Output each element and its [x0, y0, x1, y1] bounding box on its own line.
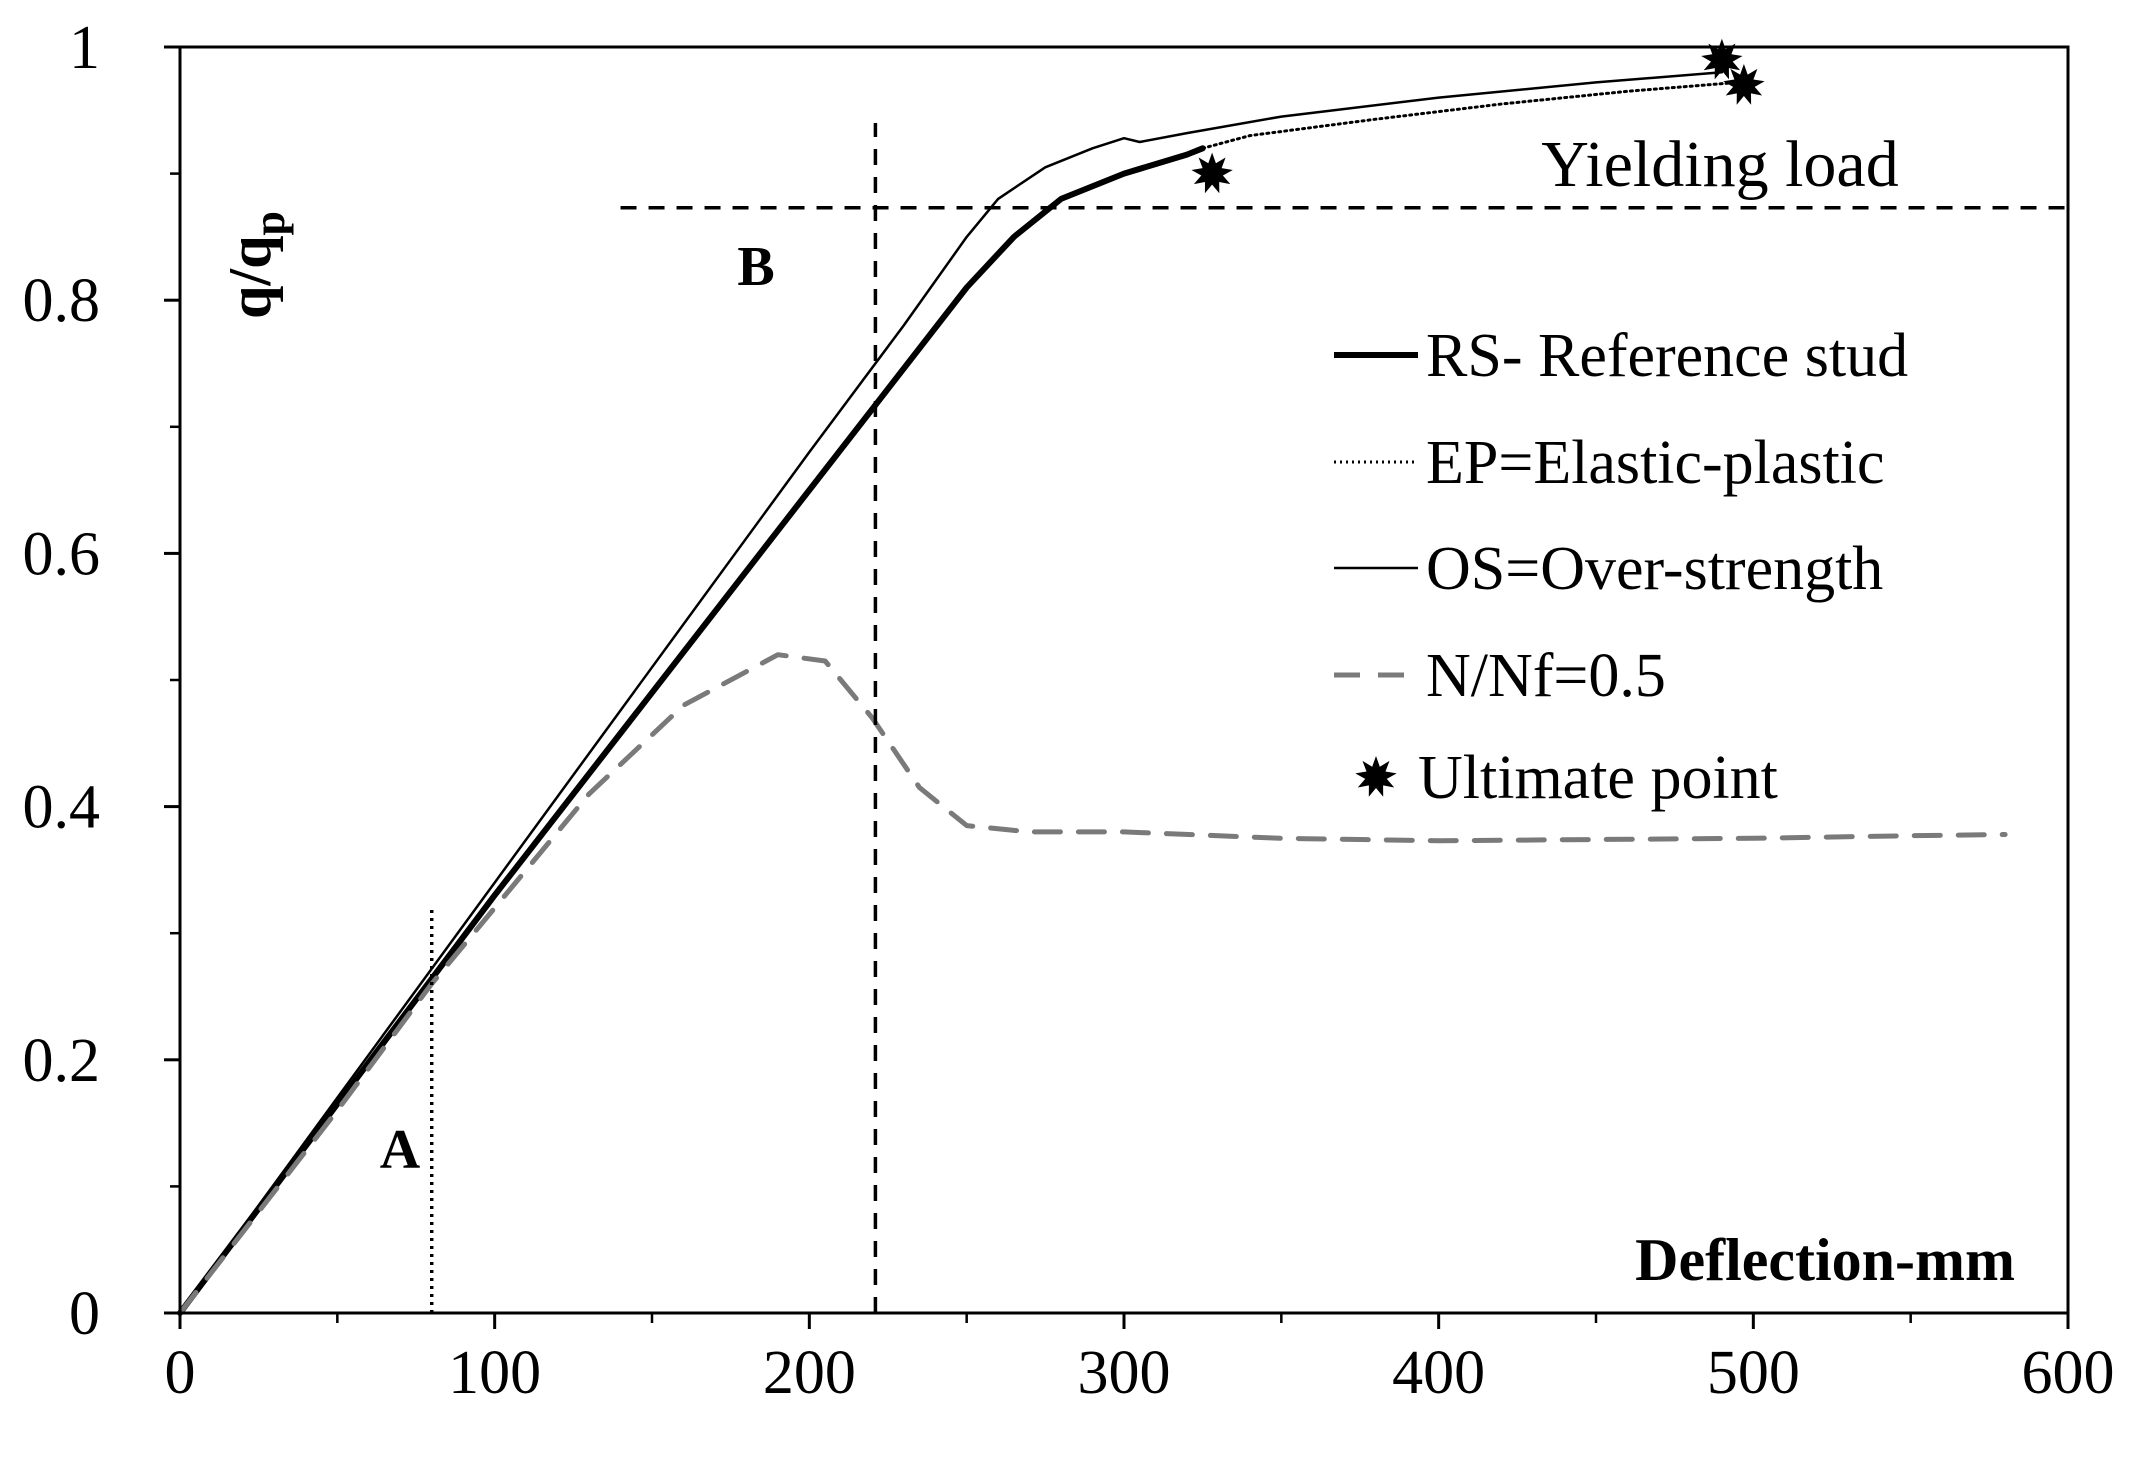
y-tick-label: 0.4 [23, 774, 101, 842]
x-tick-label: 100 [448, 1339, 541, 1407]
series-rs-reference-stud-line [177, 145, 1206, 1316]
x-tick-label: 600 [2022, 1339, 2115, 1407]
series-os-over-strength-line [178, 71, 1724, 1315]
series-n-nf-0-5-line [177, 652, 2008, 1316]
x-tick-label: 300 [1078, 1339, 1171, 1407]
y-axis-label-subscript: p [245, 211, 294, 235]
legend-label-rs: RS- Reference stud [1426, 322, 1908, 390]
axes-layer: 0 100 200 300 400 500 600 0 0.2 0.4 0.6 0.8 1 [23, 14, 2115, 1407]
reference-lines-layer [429, 122, 2068, 1313]
annotation-label-b: B [737, 236, 774, 298]
y-tick-label: 0 [69, 1280, 100, 1348]
y-tick-label: 0.2 [23, 1027, 101, 1095]
legend: RS- Reference stud EP=Elastic-plastic OS… [1334, 322, 1908, 812]
series-ep-elastic-plastic-line [1201, 80, 1740, 150]
y-axis-label: q/qp [217, 211, 294, 319]
ultimate-point-marker [1191, 152, 1233, 194]
y-tick-label: 0.8 [23, 267, 101, 335]
x-tick-label: 400 [1392, 1339, 1485, 1407]
y-axis-label-main: q/q [217, 236, 283, 319]
legend-ultimate-point-marker [1355, 756, 1397, 797]
x-axis-label: Deflection-mm [1635, 1227, 2015, 1293]
legend-label-ep: EP=Elastic-plastic [1426, 429, 1885, 497]
ultimate-points-layer [1191, 38, 1765, 194]
legend-label-ultimate: Ultimate point [1418, 744, 1778, 812]
x-tick-label: 200 [763, 1339, 856, 1407]
annotation-label-a: A [380, 1119, 421, 1181]
legend-swatch-ultimate-point-icon [1355, 756, 1397, 797]
y-tick-label: 1 [69, 14, 100, 82]
legend-label-os: OS=Over-strength [1426, 535, 1883, 603]
ultimate-point-marker [1701, 38, 1743, 80]
series-layer [177, 71, 2008, 1316]
legend-label-nnf: N/Nf=0.5 [1426, 642, 1666, 710]
yielding-load-label: Yielding load [1541, 128, 1898, 201]
x-tick-label: 0 [165, 1339, 196, 1407]
ultimate-point-marker [1723, 64, 1765, 105]
x-tick-label: 500 [1707, 1339, 1800, 1407]
y-tick-label: 0.6 [23, 520, 101, 588]
